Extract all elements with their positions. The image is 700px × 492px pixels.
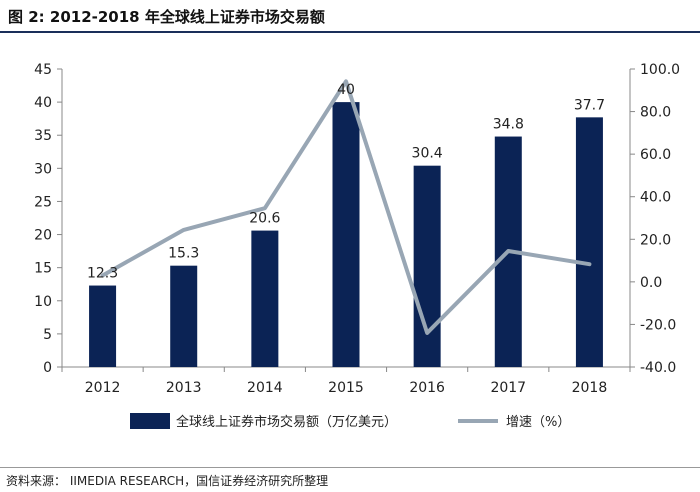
bar-2018 — [575, 117, 603, 367]
bar-value-label: 30.4 — [412, 146, 443, 162]
left-tick-label: 5 — [43, 327, 52, 343]
bar-2012 — [89, 285, 117, 367]
right-tick-label: 20.0 — [640, 232, 671, 248]
left-tick-label: 40 — [34, 95, 52, 111]
legend-label-bar: 全球线上证券市场交易额（万亿美元） — [176, 414, 397, 430]
left-tick-label: 25 — [34, 194, 52, 210]
legend-label-line: 增速（%） — [506, 415, 570, 430]
x-tick-label: 2013 — [166, 380, 202, 396]
x-tick-label: 2016 — [409, 380, 445, 396]
right-tick-label: 80.0 — [640, 105, 671, 121]
left-tick-label: 15 — [34, 261, 52, 277]
bar-value-label: 37.7 — [574, 97, 605, 113]
right-tick-label: -20.0 — [640, 317, 676, 333]
bar-value-label: 12.3 — [87, 266, 118, 282]
footer-rule — [0, 467, 700, 468]
bar-2014 — [251, 230, 279, 367]
figure-title-bar: 图 2: 2012-2018 年全球线上证券市场交易额 — [0, 0, 700, 30]
combo-chart: 0 5 10 15 20 25 30 35 40 45 -40.0 -20.0 0.0 20.0 40.0 6… — [34, 62, 680, 430]
right-tick-label: 0.0 — [640, 275, 662, 291]
bar-value-label: 34.8 — [493, 117, 524, 133]
x-tick-label: 2017 — [490, 380, 526, 396]
bar-2016 — [413, 165, 441, 367]
figure-title: 图 2: 2012-2018 年全球线上证券市场交易额 — [8, 8, 325, 26]
left-tick-label: 35 — [34, 128, 52, 144]
x-tick-label: 2015 — [328, 380, 364, 396]
right-tick-label: 40.0 — [640, 190, 671, 206]
right-tick-label: 60.0 — [640, 147, 671, 163]
title-rule — [0, 31, 700, 33]
left-tick-label: 20 — [34, 228, 52, 244]
bar-2013 — [170, 265, 198, 367]
x-tick-label: 2012 — [85, 380, 121, 396]
left-tick-label: 0 — [43, 360, 52, 376]
x-tick-label: 2014 — [247, 380, 283, 396]
left-tick-label: 10 — [34, 294, 52, 310]
x-tick-label: 2018 — [572, 380, 608, 396]
bar-2015 — [332, 102, 360, 367]
left-tick-label: 45 — [34, 62, 52, 78]
right-tick-label: 100.0 — [640, 62, 680, 78]
left-tick-label: 30 — [34, 161, 52, 177]
right-tick-label: -40.0 — [640, 360, 676, 376]
bar-value-label: 40 — [337, 82, 355, 98]
bar-value-label: 15.3 — [168, 246, 199, 262]
bar-value-label: 20.6 — [249, 211, 280, 227]
legend-swatch-bar — [130, 413, 170, 429]
source-note: 资料来源： IIMEDIA RESEARCH，国信证券经济研究所整理 — [6, 474, 329, 488]
